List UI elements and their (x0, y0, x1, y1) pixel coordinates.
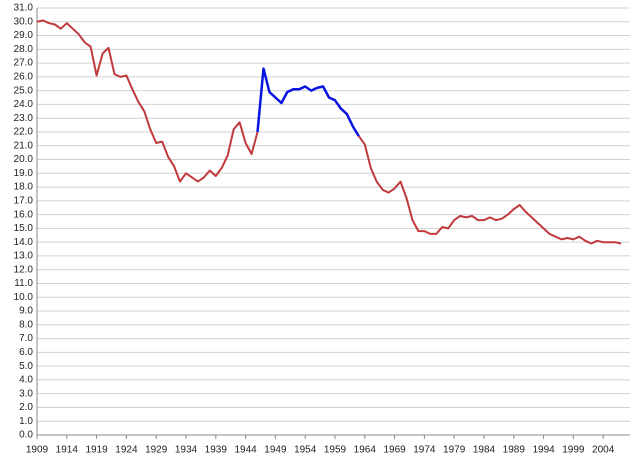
x-tick-label: 1984 (473, 445, 496, 456)
y-tick-label: 11.0 (14, 278, 33, 289)
x-tick-label: 1934 (175, 445, 198, 456)
x-tick-label: 1979 (443, 445, 466, 456)
x-tick-label: 1959 (324, 445, 347, 456)
x-tick-label: 1974 (413, 445, 436, 456)
y-tick-label: 3.0 (19, 388, 33, 399)
y-tick-label: 4.0 (19, 375, 33, 386)
y-tick-label: 6.0 (19, 347, 33, 358)
y-tick-label: 31.0 (14, 3, 34, 14)
x-tick-label: 1969 (383, 445, 406, 456)
y-tick-label: 5.0 (19, 361, 33, 372)
y-tick-label: 30.0 (14, 16, 34, 27)
x-tick-label: 1909 (26, 445, 49, 456)
y-tick-label: 25.0 (14, 85, 34, 96)
x-tick-label: 1939 (205, 445, 228, 456)
y-tick-label: 8.0 (19, 319, 33, 330)
y-tick-label: 20.0 (14, 154, 34, 165)
y-tick-label: 27.0 (14, 58, 34, 69)
y-tick-label: 14.0 (14, 237, 34, 248)
y-tick-label: 21.0 (14, 140, 34, 151)
y-tick-label: 18.0 (14, 182, 34, 193)
y-tick-label: 7.0 (19, 333, 33, 344)
x-tick-label: 1994 (532, 445, 555, 456)
x-tick-label: 1944 (234, 445, 257, 456)
x-tick-label: 2004 (592, 445, 615, 456)
y-tick-label: 29.0 (14, 30, 34, 41)
x-tick-label: 1989 (503, 445, 526, 456)
y-tick-label: 24.0 (14, 99, 34, 110)
data-line (256, 67, 360, 137)
x-tick-label: 1999 (562, 445, 585, 456)
y-tick-label: 10.0 (14, 292, 34, 303)
y-tick-label: 16.0 (14, 209, 34, 220)
y-tick-label: 1.0 (19, 416, 33, 427)
y-tick-label: 19.0 (14, 168, 34, 179)
y-tick-label: 0.0 (19, 430, 33, 441)
x-tick-label: 1949 (264, 445, 287, 456)
y-tick-label: 13.0 (14, 251, 34, 262)
x-tick-label: 1924 (115, 445, 138, 456)
x-tick-label: 1954 (294, 445, 317, 456)
y-tick-label: 26.0 (14, 72, 34, 83)
y-tick-label: 23.0 (14, 113, 34, 124)
y-tick-label: 9.0 (19, 306, 33, 317)
y-tick-label: 22.0 (14, 127, 34, 138)
y-tick-label: 2.0 (19, 402, 33, 413)
x-tick-label: 1914 (56, 445, 79, 456)
data-line (36, 19, 622, 245)
y-tick-label: 28.0 (14, 44, 34, 55)
x-tick-label: 1929 (145, 445, 168, 456)
x-tick-label: 1964 (354, 445, 377, 456)
y-tick-label: 12.0 (14, 264, 34, 275)
y-tick-label: 15.0 (14, 223, 34, 234)
x-tick-label: 1919 (85, 445, 108, 456)
y-tick-label: 17.0 (14, 195, 34, 206)
